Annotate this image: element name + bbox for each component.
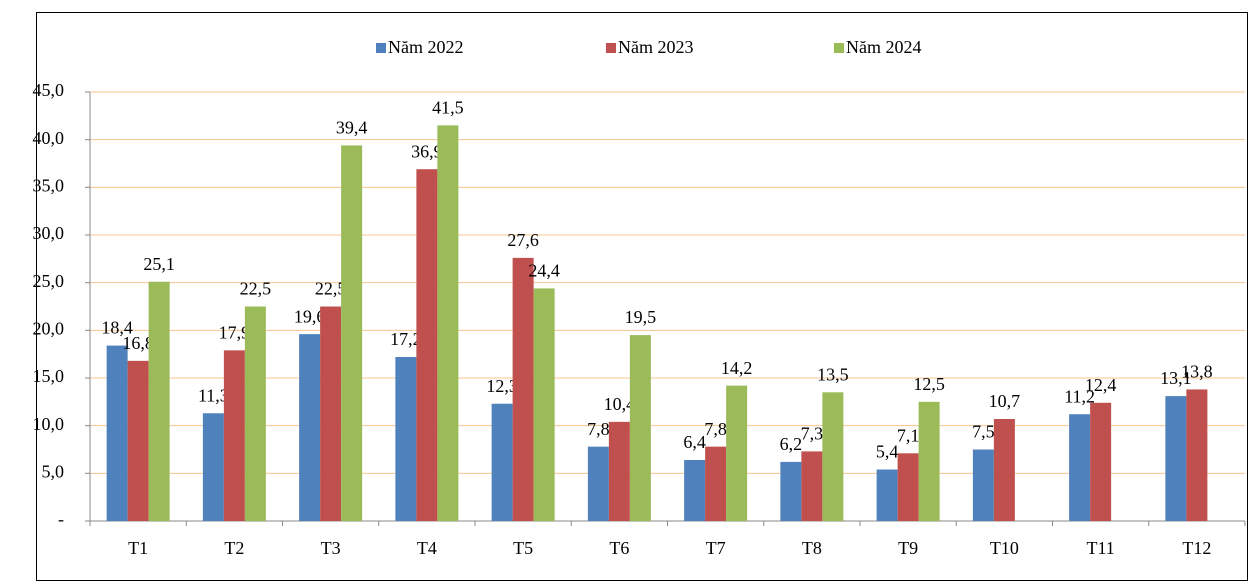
x-tick-label: T6 <box>609 538 629 558</box>
data-label: 18,4 <box>101 318 133 338</box>
data-label: 27,6 <box>507 230 539 250</box>
data-label: 7,8 <box>587 419 610 439</box>
bar <box>1069 414 1091 521</box>
bar <box>395 357 417 521</box>
x-tick-label: T10 <box>990 538 1019 558</box>
data-label: 7,8 <box>704 419 727 439</box>
data-label: 14,2 <box>721 358 753 378</box>
bar <box>726 385 748 521</box>
x-tick-label: T5 <box>513 538 533 558</box>
legend-swatch <box>606 43 616 53</box>
bar <box>705 446 727 521</box>
data-label: 10,4 <box>604 394 636 414</box>
data-label: 22,5 <box>315 279 347 299</box>
data-label: 12,4 <box>1085 375 1117 395</box>
bar <box>533 288 555 521</box>
data-label: 24,4 <box>528 261 560 281</box>
data-label: 6,2 <box>780 434 803 454</box>
x-tick-label: T8 <box>802 538 822 558</box>
data-label: 12,3 <box>486 376 518 396</box>
data-label: 12,5 <box>913 374 945 394</box>
data-label: 7,1 <box>897 425 920 445</box>
bar <box>629 335 651 521</box>
x-tick-label: T9 <box>898 538 918 558</box>
legend-label: Năm 2023 <box>618 37 694 57</box>
y-tick-label: 40,0 <box>33 128 65 148</box>
data-label: 11,3 <box>198 385 229 405</box>
y-tick-label: 15,0 <box>33 366 65 386</box>
y-tick-label: 20,0 <box>33 318 65 338</box>
bar <box>972 449 994 521</box>
y-tick-label: 5,0 <box>42 461 65 481</box>
data-label: 25,1 <box>143 254 175 274</box>
data-label: 22,5 <box>240 279 272 299</box>
bar <box>106 345 128 521</box>
y-tick-label: 45,0 <box>33 80 65 100</box>
data-label: 13,8 <box>1181 362 1213 382</box>
data-label: 41,5 <box>432 97 464 117</box>
bar <box>1090 402 1112 521</box>
bar <box>1165 396 1187 521</box>
x-tick-label: T7 <box>706 538 726 558</box>
bar <box>202 413 224 521</box>
bar <box>320 306 342 521</box>
bar <box>127 360 149 521</box>
data-label: 11,2 <box>1064 386 1095 406</box>
y-tick-label: - <box>58 509 64 529</box>
data-label: 7,5 <box>972 422 995 442</box>
data-label: 17,9 <box>219 322 251 342</box>
data-label: 7,3 <box>801 424 824 444</box>
y-tick-label: 25,0 <box>33 271 65 291</box>
bar <box>341 145 363 522</box>
bar <box>223 350 245 521</box>
bar <box>148 281 170 521</box>
data-label: 17,2 <box>390 329 422 349</box>
data-label: 36,9 <box>411 141 443 161</box>
bar <box>512 257 534 521</box>
data-label: 5,4 <box>876 442 899 462</box>
x-tick-label: T4 <box>417 538 437 558</box>
bar <box>993 418 1015 521</box>
data-label: 39,4 <box>336 118 368 138</box>
y-tick-label: 30,0 <box>33 223 65 243</box>
bar <box>491 403 513 521</box>
x-tick-label: T12 <box>1182 538 1211 558</box>
bar <box>416 169 438 521</box>
bar <box>876 469 898 521</box>
bar <box>587 446 609 521</box>
bar <box>1186 389 1208 521</box>
data-label: 10,7 <box>989 391 1021 411</box>
x-tick-label: T11 <box>1086 538 1114 558</box>
bar <box>780 461 802 521</box>
data-label: 13,1 <box>1160 368 1192 388</box>
bar <box>684 459 706 521</box>
data-label: 6,4 <box>683 432 706 452</box>
bar <box>801 451 823 521</box>
bar <box>897 453 919 521</box>
bar <box>608 421 630 521</box>
data-label: 13,5 <box>817 364 849 384</box>
data-label: 19,5 <box>625 307 657 327</box>
legend-swatch <box>834 43 844 53</box>
data-label: 19,6 <box>294 306 326 326</box>
bar <box>437 125 459 521</box>
x-tick-label: T3 <box>321 538 341 558</box>
legend-label: Năm 2024 <box>846 37 922 57</box>
legend-swatch <box>376 43 386 53</box>
x-tick-label: T2 <box>224 538 244 558</box>
legend-label: Năm 2022 <box>388 37 464 57</box>
y-tick-label: 10,0 <box>33 414 65 434</box>
data-label: 16,8 <box>122 333 154 353</box>
bar <box>244 306 266 521</box>
y-tick-label: 35,0 <box>33 175 65 195</box>
x-tick-label: T1 <box>128 538 148 558</box>
bar <box>918 401 940 521</box>
bar <box>822 392 844 521</box>
bar <box>299 334 321 521</box>
